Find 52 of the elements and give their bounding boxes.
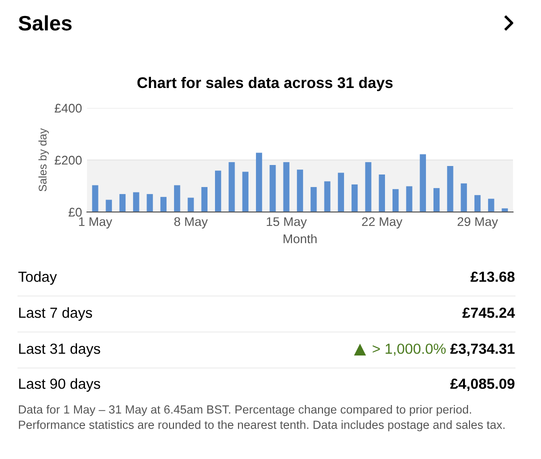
chart-subtitle: Chart for sales data across 31 days [137, 76, 393, 92]
bar [460, 183, 467, 212]
x-axis-title: Month [284, 234, 317, 244]
chart-title: Sales [18, 15, 72, 31]
bar [242, 172, 248, 212]
y-tick-label: £400 [54, 104, 82, 113]
bar [352, 184, 358, 212]
text: Last 31 days [19, 343, 100, 357]
bar [92, 185, 98, 212]
bar [174, 185, 180, 212]
bar [338, 172, 344, 212]
text: Last 90 days [19, 378, 100, 392]
text: £4,085.09 [450, 378, 514, 392]
bar [201, 187, 208, 212]
bar [324, 181, 330, 212]
bar [392, 189, 399, 212]
bar [188, 198, 194, 212]
bar [146, 194, 153, 212]
bar [378, 174, 385, 212]
bar [283, 162, 290, 212]
bar [160, 196, 167, 212]
bar [433, 188, 440, 212]
text: Data for 1 May – 31 May at 6.45am BST. Percentage change compared to prior period. Performance statistics are rounded to the nearest tenth. Data includes postage and sales tax. [18, 405, 505, 432]
bar [488, 198, 494, 212]
bar [256, 152, 262, 212]
bar [228, 162, 235, 212]
text: > 1,000.0% [372, 344, 446, 356]
bar [474, 195, 481, 212]
bar [119, 194, 126, 212]
bar [133, 192, 140, 212]
x-tick-label: 8 May [174, 217, 208, 229]
bar [406, 186, 412, 212]
y-tick-label: £0 [68, 208, 82, 217]
bar [365, 162, 372, 212]
x-tick-label: 22 May [362, 217, 402, 229]
bar [420, 154, 426, 212]
bar [270, 164, 276, 212]
text: £3,734.31 [450, 344, 515, 356]
bar [447, 166, 454, 212]
x-tick-label: 1 May [79, 217, 112, 229]
text: Today [18, 271, 57, 285]
bar [106, 200, 112, 212]
x-tick-label: 15 May [266, 217, 307, 229]
y-tick-label: £200 [54, 156, 82, 165]
bar [215, 170, 222, 212]
y-axis-title: Sales by day [38, 128, 49, 192]
text: Last 7 days [19, 307, 92, 321]
text: £745.24 [462, 308, 515, 318]
x-tick-label: 29 May [458, 217, 498, 229]
bar [310, 187, 317, 212]
text: £13.68 [470, 272, 515, 282]
bar [296, 170, 304, 212]
